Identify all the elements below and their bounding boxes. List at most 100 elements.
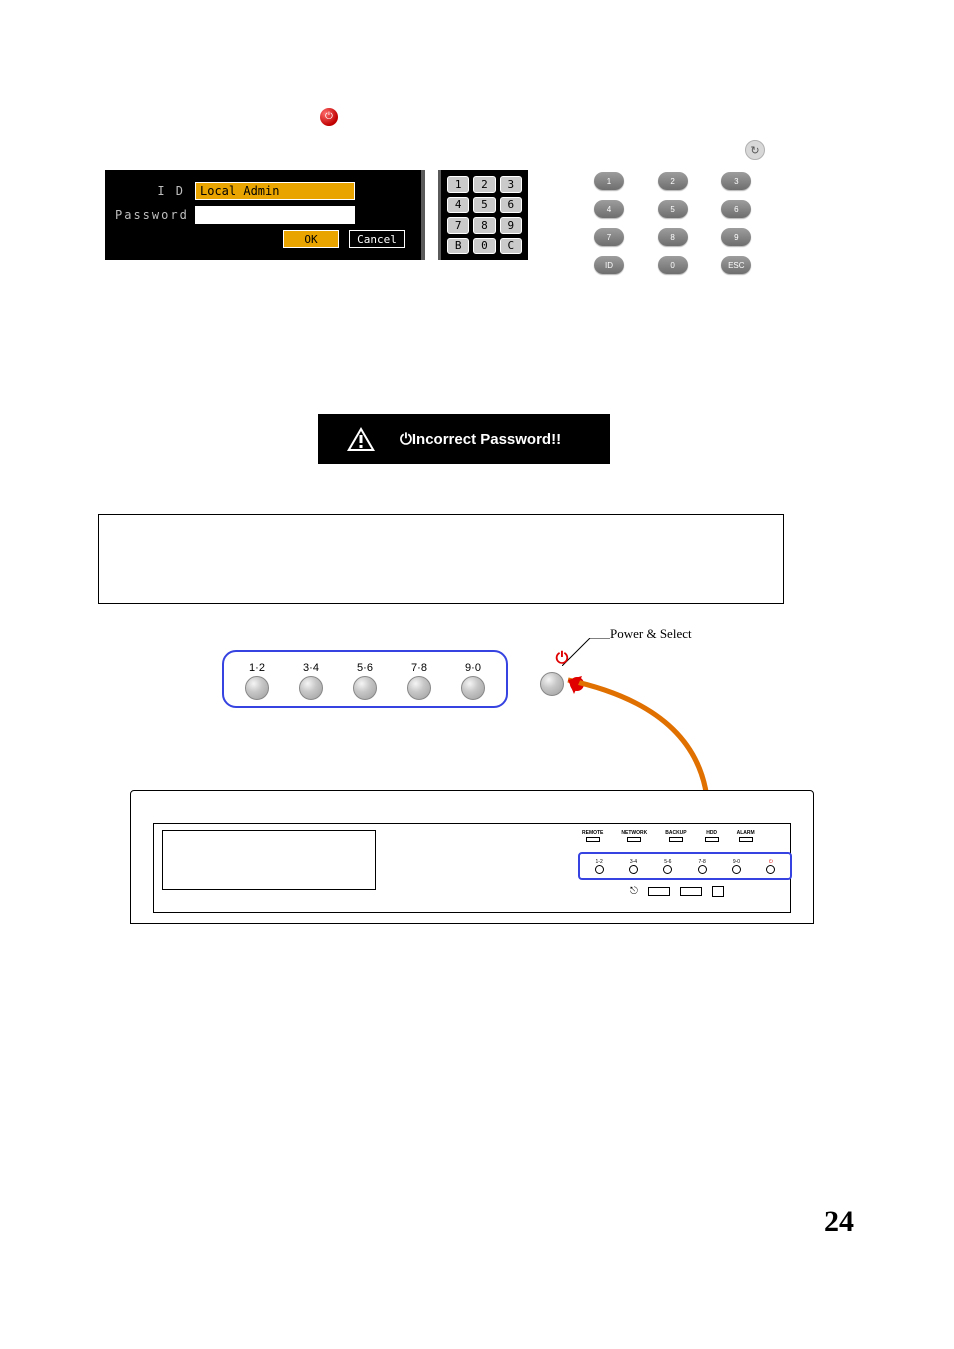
page-number: 24	[824, 1205, 854, 1239]
ok-button[interactable]: OK	[283, 230, 339, 248]
osd-key[interactable]: 9	[500, 217, 522, 234]
phys-key[interactable]: ID	[594, 256, 624, 274]
pair-label: 9·0	[465, 662, 481, 674]
pair-label: 3·4	[303, 662, 319, 674]
aux-port	[712, 886, 724, 897]
osd-key[interactable]: 4	[447, 197, 469, 214]
phys-key[interactable]: 1	[594, 172, 624, 190]
led-label: ALARM	[737, 830, 755, 836]
front-button-label: 9-0	[733, 859, 740, 865]
front-button-item: 5-6	[663, 859, 672, 874]
front-power-label: ⏻	[769, 859, 773, 865]
osd-key[interactable]: 3	[500, 176, 522, 193]
phys-key[interactable]: ESC	[721, 256, 751, 274]
device-display-window	[162, 830, 376, 890]
channel-pair: 7·8	[407, 662, 431, 700]
usb-port	[648, 887, 670, 896]
page: ⏻ ↻ I D Local Admin Password OK Cancel 1…	[0, 0, 954, 1349]
osd-key[interactable]: 5	[473, 197, 495, 214]
phys-key[interactable]: 5	[658, 200, 688, 218]
led-row: REMOTE NETWORK BACKUP HDD ALARM	[582, 830, 755, 842]
osd-key[interactable]: 2	[473, 176, 495, 193]
phys-key[interactable]: 7	[594, 228, 624, 246]
led-label: REMOTE	[582, 830, 603, 836]
password-field[interactable]	[195, 206, 355, 224]
front-button-label: 3-4	[630, 859, 637, 865]
device-inner: REMOTE NETWORK BACKUP HDD ALARM 1-2 3-4 …	[153, 823, 791, 913]
phys-key[interactable]: 4	[594, 200, 624, 218]
osd-key[interactable]: 1	[447, 176, 469, 193]
phys-key[interactable]: 8	[658, 228, 688, 246]
front-power-button[interactable]	[766, 865, 775, 874]
pair-label: 7·8	[411, 662, 427, 674]
osd-key[interactable]: 8	[473, 217, 495, 234]
device-front-panel: REMOTE NETWORK BACKUP HDD ALARM 1-2 3-4 …	[130, 790, 814, 924]
led-label: HDD	[706, 830, 717, 836]
osd-key[interactable]: 7	[447, 217, 469, 234]
front-button-label: 5-6	[664, 859, 671, 865]
osd-key[interactable]: 0	[473, 238, 495, 255]
error-text: ⏻Incorrect Password!!	[400, 431, 561, 448]
front-button-label: 7-8	[699, 859, 706, 865]
phys-key[interactable]: 2	[658, 172, 688, 190]
warning-icon	[346, 426, 376, 452]
note-box	[98, 514, 784, 604]
front-button-item: ⏻	[766, 859, 775, 874]
cancel-button[interactable]: Cancel	[349, 230, 405, 248]
front-button[interactable]	[595, 865, 604, 874]
osd-keypad: 1 2 3 4 5 6 7 8 9 B 0 C	[438, 170, 528, 260]
phys-key[interactable]: 3	[721, 172, 751, 190]
front-button[interactable]	[663, 865, 672, 874]
led-item: REMOTE	[582, 830, 603, 842]
login-button-row: OK Cancel	[115, 230, 411, 248]
refresh-icon: ↻	[745, 140, 765, 160]
channel-button[interactable]	[299, 676, 323, 700]
power-glyph: ⏻	[325, 112, 333, 122]
phys-key[interactable]: 6	[721, 200, 751, 218]
usb-port	[680, 887, 702, 896]
login-id-row: I D Local Admin	[115, 182, 411, 200]
led-slot	[739, 837, 753, 842]
error-prefix-glyph: ⏻	[400, 431, 412, 448]
channel-pair: 1·2	[245, 662, 269, 700]
channel-pair: 9·0	[461, 662, 485, 700]
phys-key[interactable]: 0	[658, 256, 688, 274]
led-label: BACKUP	[665, 830, 686, 836]
led-slot	[669, 837, 683, 842]
osd-key[interactable]: 6	[500, 197, 522, 214]
channel-pair: 5·6	[353, 662, 377, 700]
error-message: Incorrect Password!!	[412, 431, 561, 448]
phys-key[interactable]: 9	[721, 228, 751, 246]
power-symbol-icon: ⏻	[556, 650, 569, 668]
led-item: BACKUP	[665, 830, 686, 842]
osd-key[interactable]: B	[447, 238, 469, 255]
id-label: I D	[115, 184, 195, 198]
front-button-row: 1-2 3-4 5-6 7-8 9-0 ⏻	[578, 852, 792, 880]
login-panel: I D Local Admin Password OK Cancel	[105, 170, 425, 260]
channel-button[interactable]	[245, 676, 269, 700]
refresh-glyph: ↻	[750, 144, 759, 157]
id-field[interactable]: Local Admin	[195, 182, 355, 200]
password-label: Password	[115, 208, 195, 222]
led-label: NETWORK	[621, 830, 647, 836]
power-icon: ⏻	[320, 108, 338, 126]
error-banner: ⏻Incorrect Password!!	[318, 414, 610, 464]
channel-button[interactable]	[461, 676, 485, 700]
channel-pair: 3·4	[299, 662, 323, 700]
front-button[interactable]	[629, 865, 638, 874]
front-button[interactable]	[698, 865, 707, 874]
channel-button[interactable]	[353, 676, 377, 700]
front-button[interactable]	[732, 865, 741, 874]
led-item: NETWORK	[621, 830, 647, 842]
port-row: ⎋	[630, 886, 724, 897]
osd-key[interactable]: C	[500, 238, 522, 255]
pair-label: 5·6	[357, 662, 373, 674]
channel-button[interactable]	[407, 676, 431, 700]
pair-label: 1·2	[249, 662, 265, 674]
led-slot	[627, 837, 641, 842]
front-button-item: 1-2	[595, 859, 604, 874]
login-password-row: Password	[115, 206, 411, 224]
front-button-item: 7-8	[698, 859, 707, 874]
led-slot	[586, 837, 600, 842]
front-button-item: 3-4	[629, 859, 638, 874]
